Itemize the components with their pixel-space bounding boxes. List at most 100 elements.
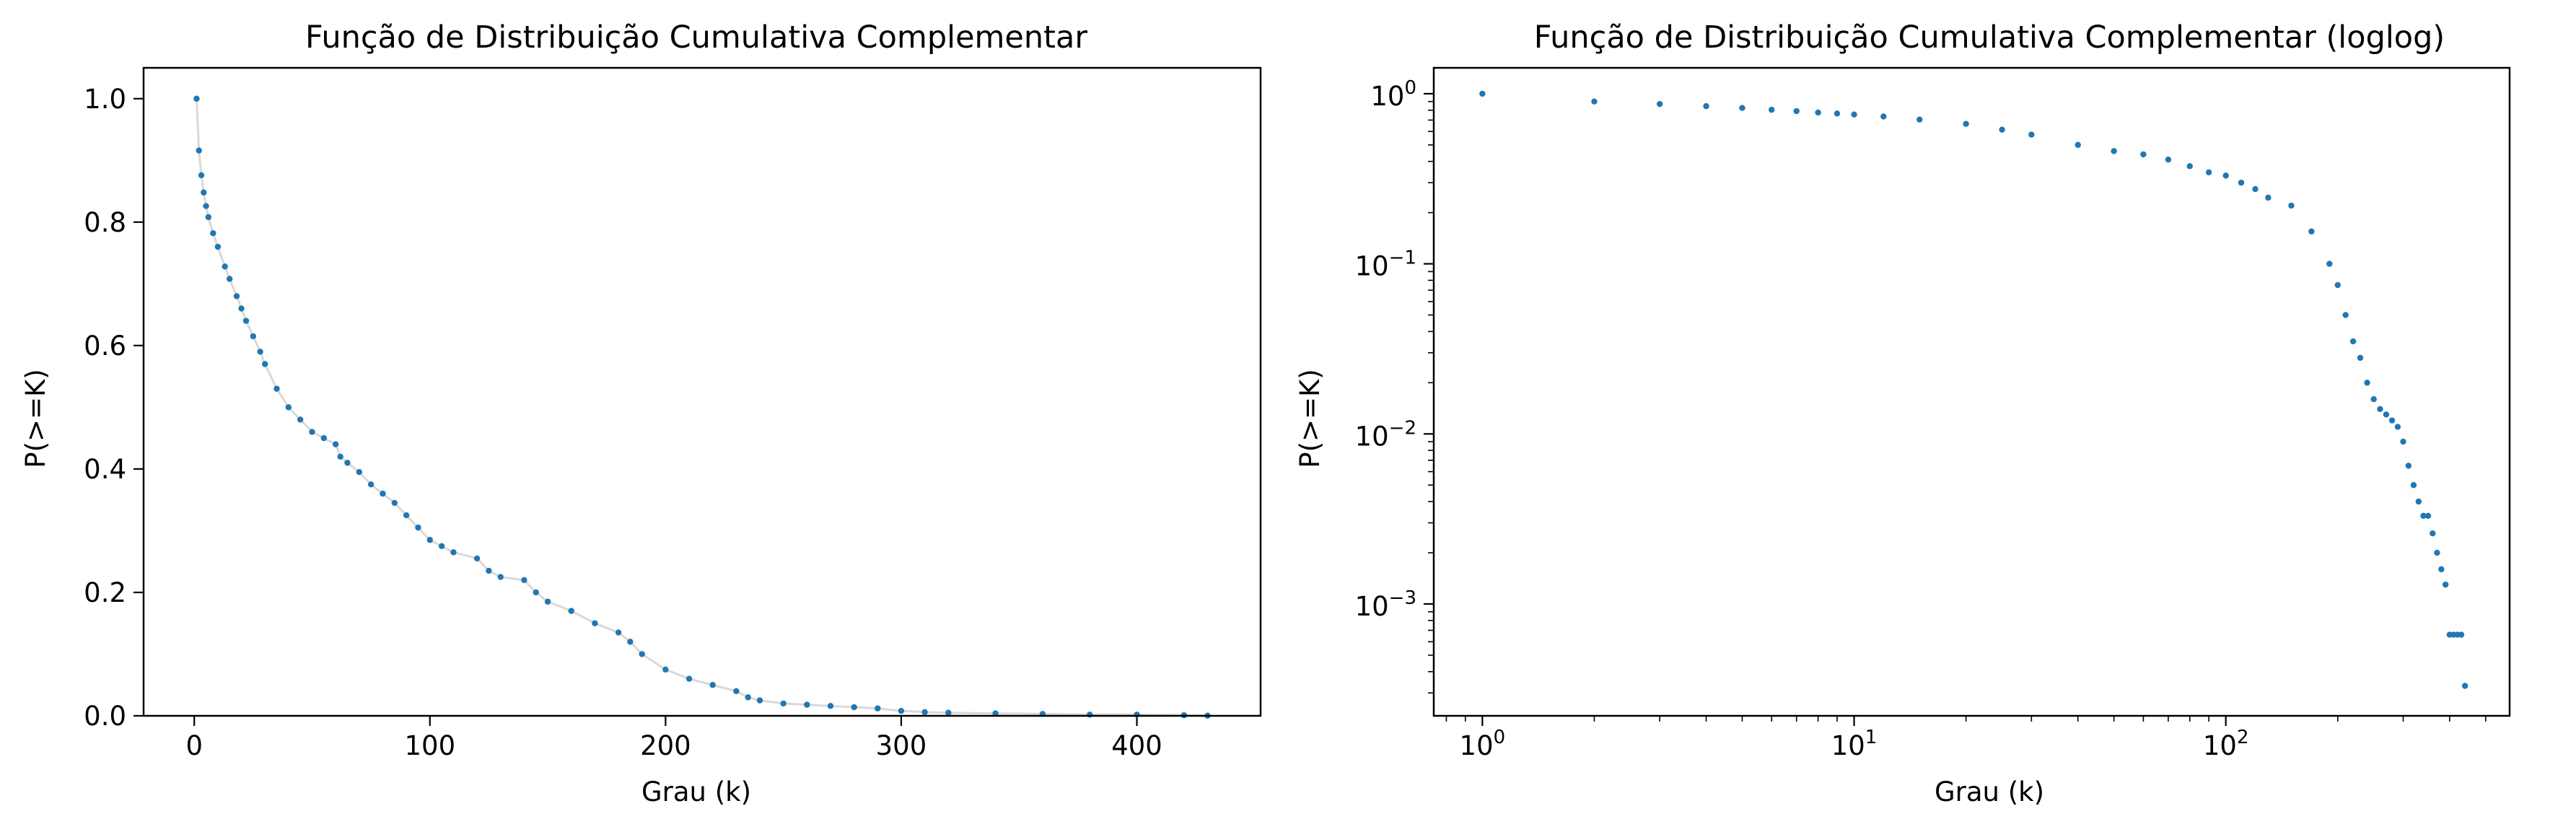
data-point <box>662 666 669 673</box>
data-point <box>337 453 343 460</box>
data-point <box>544 598 551 605</box>
data-point <box>875 705 881 711</box>
data-point <box>780 700 787 707</box>
data-point <box>222 263 228 270</box>
data-point <box>261 361 268 367</box>
data-point <box>391 499 398 507</box>
data-point <box>2458 631 2465 638</box>
data-point <box>1591 98 1598 105</box>
data-point <box>473 555 481 562</box>
data-point <box>2028 131 2035 138</box>
data-point <box>497 574 504 580</box>
data-point <box>745 694 751 701</box>
y-axis-label: P(>=K) <box>20 369 51 468</box>
data-point <box>2334 281 2341 289</box>
data-point <box>320 434 328 442</box>
data-point <box>2424 512 2432 519</box>
data-point <box>1703 102 1709 110</box>
data-point <box>2434 549 2440 556</box>
data-point <box>297 416 304 423</box>
y-tick-label: 100 <box>1370 77 1416 112</box>
data-point <box>709 682 716 688</box>
data-point <box>2388 417 2396 424</box>
data-point <box>945 709 952 716</box>
data-point <box>851 704 857 711</box>
data-point <box>2205 169 2212 176</box>
data-point <box>2443 581 2449 588</box>
data-point <box>921 709 928 716</box>
data-point <box>214 243 222 250</box>
data-point <box>639 651 645 657</box>
x-tick-label: 100 <box>1460 727 1506 761</box>
data-point <box>426 537 433 543</box>
data-point <box>2165 156 2172 163</box>
data-point <box>450 549 457 556</box>
data-point <box>2326 260 2333 267</box>
data-point <box>1479 90 1486 97</box>
data-point <box>615 629 622 636</box>
data-point <box>2430 530 2436 537</box>
data-point <box>344 460 351 466</box>
data-point <box>2415 498 2422 505</box>
data-point <box>1656 100 1663 108</box>
data-point <box>898 707 905 714</box>
data-point <box>2461 683 2468 689</box>
data-point <box>2075 141 2081 149</box>
data-point <box>2111 148 2117 154</box>
data-point <box>403 512 410 519</box>
y-axis-label: P(>=K) <box>1294 369 1326 468</box>
data-point <box>238 305 245 312</box>
data-point <box>2394 424 2401 430</box>
data-point <box>205 214 212 221</box>
data-point <box>257 349 263 355</box>
data-point <box>233 293 240 299</box>
y-tick-label: 0.8 <box>84 207 126 238</box>
data-point <box>733 688 740 694</box>
data-point <box>2308 228 2315 235</box>
data-point <box>1834 110 1841 117</box>
data-point <box>242 318 250 324</box>
data-point <box>2438 566 2445 573</box>
data-point <box>568 608 574 614</box>
data-point <box>380 490 386 497</box>
ccdf-loglog-chart: Função de Distribuição Cumulativa Comple… <box>1294 19 2511 807</box>
data-point <box>1815 109 1821 116</box>
data-point <box>992 710 999 717</box>
data-point <box>627 639 634 645</box>
data-point <box>2222 172 2229 179</box>
data-points <box>1479 90 2468 689</box>
data-point <box>356 468 363 476</box>
data-point <box>2400 438 2406 445</box>
y-tick-label: 0.4 <box>84 454 126 485</box>
data-point <box>1963 121 1969 127</box>
x-tick-label: 400 <box>1111 730 1162 761</box>
data-point <box>1999 126 2005 133</box>
data-point <box>2370 395 2377 403</box>
data-point <box>250 333 257 340</box>
x-tick-label: 200 <box>640 730 691 761</box>
data-point <box>438 543 445 550</box>
data-point <box>827 703 834 709</box>
data-point <box>1769 106 1775 113</box>
data-point <box>198 172 205 179</box>
plot-frame <box>1432 66 2511 717</box>
data-point <box>1793 108 1800 115</box>
data-point <box>2342 312 2349 318</box>
data-point <box>2238 179 2245 186</box>
data-point <box>227 276 233 282</box>
y-tick-label: 10−1 <box>1355 248 1416 282</box>
data-point <box>2349 338 2357 345</box>
chart-title: Função de Distribuição Cumulativa Comple… <box>305 19 1087 56</box>
data-point <box>2357 354 2364 362</box>
data-points <box>193 95 1211 719</box>
data-point <box>309 429 315 435</box>
data-point <box>332 441 339 447</box>
data-point <box>193 95 200 102</box>
axis-ticks: 0 100 200 300 400 0.0 0.2 0.4 0.6 0.8 1.0 <box>84 84 1162 761</box>
x-axis-label: Grau (k) <box>641 776 751 807</box>
data-point <box>203 203 209 209</box>
y-tick-label: 10−3 <box>1355 587 1416 622</box>
data-point <box>2364 380 2370 386</box>
x-tick-label: 102 <box>2203 727 2249 761</box>
